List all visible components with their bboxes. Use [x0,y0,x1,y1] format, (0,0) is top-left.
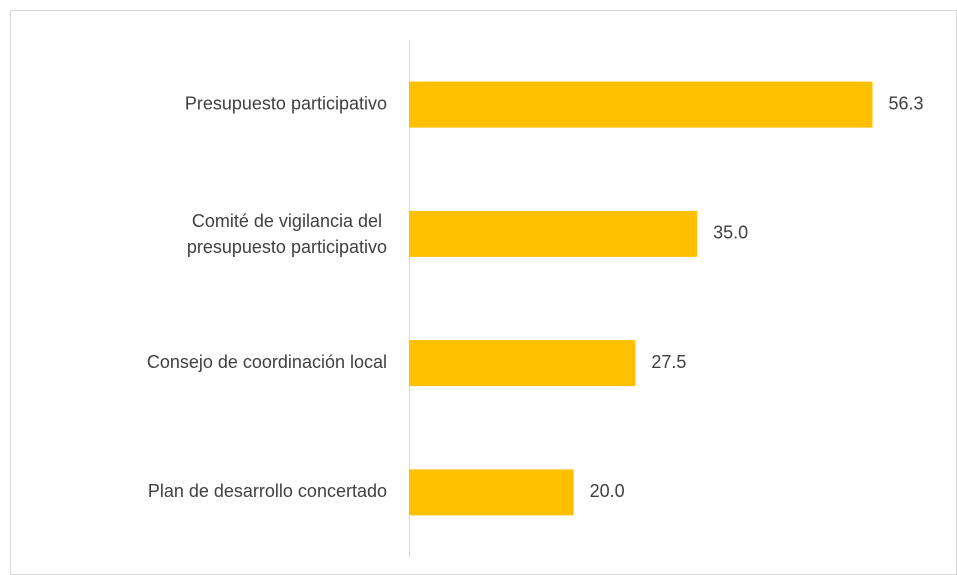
value-label: 35.0 [713,223,748,243]
value-label: 20.0 [590,481,625,501]
category-label: Plan de desarrollo concertado [148,481,387,501]
category-label: Consejo de coordinación local [147,352,387,372]
bar [409,340,636,387]
value-label: 56.3 [889,93,924,113]
category-label-line: Comité de vigilancia del [192,211,387,231]
value-label: 27.5 [651,352,686,372]
bar [409,469,574,516]
category-label: Comité de vigilancia del presupuesto par… [187,211,387,257]
category-label: Presupuesto participativo [185,93,387,113]
bar [409,81,873,128]
bar [409,210,698,257]
category-label-line: presupuesto participativo [187,237,387,257]
